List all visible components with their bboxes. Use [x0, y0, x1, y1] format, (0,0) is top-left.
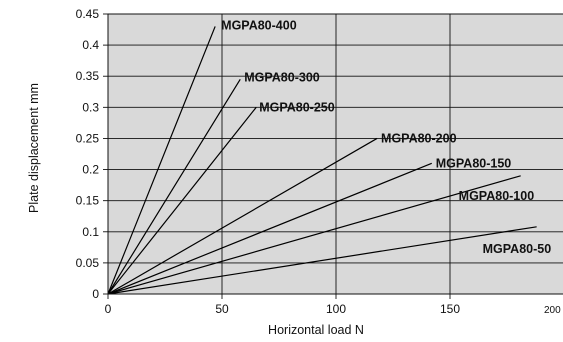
plot-frame: [107, 13, 563, 295]
y-axis-title: Plate displacement mm: [27, 83, 41, 213]
series-line: [107, 226, 537, 295]
series-line: [107, 106, 257, 295]
series-label: MGPA80-400: [221, 18, 297, 32]
series-label: MGPA80-150: [436, 156, 512, 170]
y-tick-label: 0.35: [76, 69, 100, 83]
y-tick-label: 0.1: [82, 225, 99, 239]
x-tick-label: 100: [326, 302, 346, 316]
x-tick-label: 200: [544, 305, 561, 316]
y-tick-label: 0.05: [76, 256, 100, 270]
y-tick-label: 0.3: [82, 100, 99, 114]
y-tick-labels: 0 0.05 0.1 0.15 0.2 0.25 0.3 0.35 0.4 0.45: [76, 7, 100, 301]
x-tick-label: 0: [105, 302, 112, 316]
series-label: MGPA80-100: [459, 189, 535, 203]
series-line: [107, 26, 216, 295]
series-line: [107, 175, 521, 295]
x-axis-title: Horizontal load N: [268, 323, 364, 337]
series-label: MGPA80-250: [259, 100, 335, 114]
series-line: [107, 162, 432, 295]
y-tick-label: 0.45: [76, 7, 100, 21]
series-label: MGPA80-300: [244, 70, 320, 84]
series-label: MGPA80-200: [381, 131, 457, 145]
y-tick-label: 0.4: [82, 38, 99, 52]
y-tick-label: 0.15: [76, 194, 100, 208]
series-label: MGPA80-50: [483, 242, 552, 256]
series-line: [107, 79, 241, 295]
series-line: [107, 137, 378, 295]
y-tick-label: 0.2: [82, 163, 99, 177]
x-tick-label: 150: [440, 302, 460, 316]
series-group: MGPA80-400 MGPA80-300 MGPA80-250 MGPA80-200…: [107, 18, 552, 295]
plot-area: [108, 14, 563, 294]
x-tick-label: 50: [215, 302, 229, 316]
y-tick-label: 0.25: [76, 131, 100, 145]
y-tick-label: 0: [92, 287, 99, 301]
x-tick-labels: 0 50 100 150 200: [105, 302, 561, 316]
